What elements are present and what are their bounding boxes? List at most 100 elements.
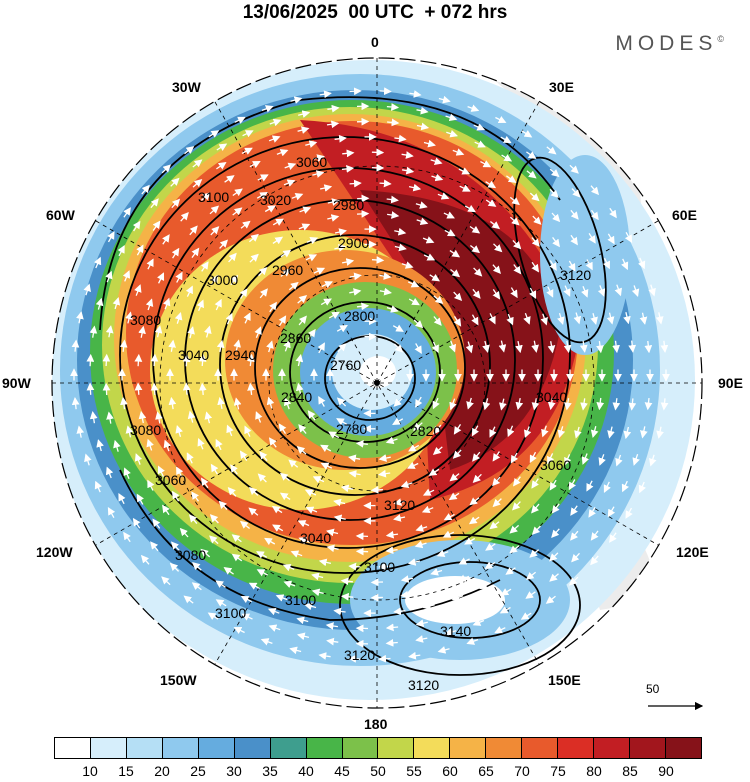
wind-vector [257,473,267,483]
wind-vector [71,339,80,352]
wind-vector [348,470,361,478]
wind-vector [140,554,150,565]
colorbar-cell [342,738,379,758]
wind-vector [407,558,421,566]
wind-vector [307,328,316,340]
wind-vector [242,130,254,138]
wind-vector [318,652,331,660]
wind-vector [609,207,617,219]
wind-vector [568,479,576,491]
colorbar-cell [90,738,127,758]
wind-vector [169,562,180,572]
wind-vector [607,233,615,245]
wind-vector [145,298,154,311]
lon-label-30e: 30E [549,79,574,95]
wind-vector [386,305,399,313]
wind-vector [400,590,413,599]
wind-vector [283,580,296,589]
wind-vector [472,473,482,484]
colorbar-cell [306,738,343,758]
wind-vector [96,439,104,452]
wind-vector [585,259,593,271]
wind-vector [182,382,191,395]
wind-vector [233,397,242,410]
wind-vector [568,260,576,272]
wind-vector [624,231,633,244]
colorbar-cell [378,738,415,758]
wind-vector [186,452,194,464]
wind-vector [408,297,420,306]
wind-vector [297,520,310,528]
wind-vector [340,592,354,601]
wind-vector [248,486,259,496]
wind-vector [655,312,664,325]
colorbar [54,737,702,759]
contour-label: 2780 [336,421,367,437]
wind-vector [107,506,116,519]
lon-label-60w: 60W [46,207,75,223]
wind-vector [171,198,181,209]
wind-vector [393,397,403,407]
contour-label: 3040 [178,347,209,363]
wind-vector [280,249,292,258]
wind-vector [119,339,128,352]
wind-vector [283,397,292,410]
wind-vector [125,425,134,438]
colorbar-tick-label: 45 [334,763,350,779]
wind-vector [458,167,471,175]
wind-vector [290,96,303,104]
wind-vector [241,613,253,621]
lon-label-120e: 120E [676,544,709,560]
wind-vector [320,462,333,470]
wind-vector [183,595,194,604]
wind-vector [136,493,144,505]
wind-vector [401,166,415,175]
wind-vector [580,398,588,411]
wind-vector [279,472,290,482]
wind-vector [266,340,274,353]
wind-vector [138,325,146,338]
wind-vector [179,527,189,538]
wind-vector [233,627,245,635]
wind-vector [459,184,471,192]
wind-vector [134,353,143,367]
wind-vector [552,237,560,248]
wind-vector [438,95,451,104]
wind-vector [649,454,657,467]
wind-vector [326,528,339,537]
wind-vector [467,104,480,112]
reference-vector-label: 50 [646,682,660,696]
wind-vector [192,159,203,168]
wind-vector [120,396,128,410]
wind-vector [409,90,422,98]
wind-vector [570,209,579,220]
wind-vector [621,480,629,493]
wind-vector [531,525,541,535]
wind-vector [489,220,501,230]
wind-vector [185,285,193,297]
wind-vector [326,120,340,129]
lon-label-120w: 120W [36,544,73,560]
colorbar-tick-label: 20 [154,763,170,779]
wind-vector [531,340,539,353]
wind-vector [385,546,398,555]
wind-vector [168,396,177,410]
wind-vector [520,612,532,620]
wind-vector [413,319,424,329]
contour-2860 [254,267,466,469]
wind-vector [545,595,556,604]
wind-vector [581,453,590,465]
wind-vector [348,454,361,463]
wind-vector [289,646,302,655]
wind-vector [326,637,339,646]
wind-vector [271,505,283,514]
wind-vector [231,534,242,543]
contour-label: 3020 [260,192,291,208]
wind-vector [162,234,170,245]
wind-vector [557,426,566,439]
contour-label: 2980 [333,197,364,213]
wind-vector [468,516,480,525]
wind-vector [414,540,427,549]
wind-vector [239,450,248,461]
